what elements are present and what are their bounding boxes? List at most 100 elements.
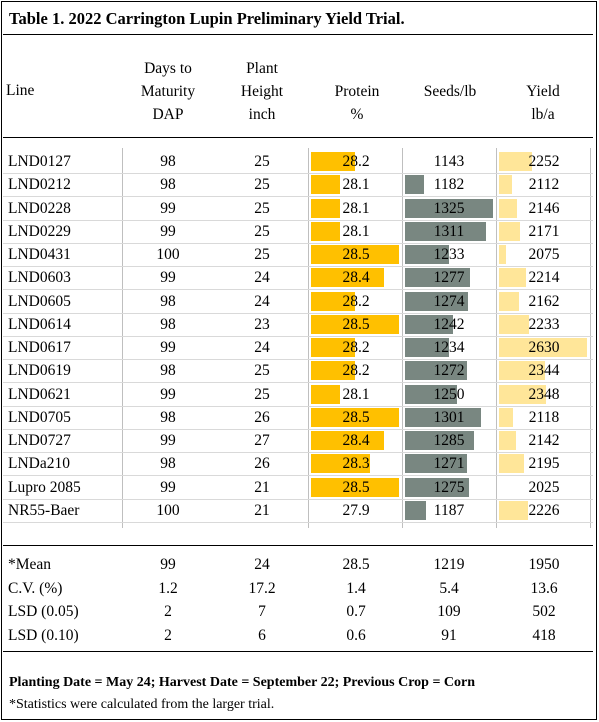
days-cell: 99	[123, 197, 213, 220]
protein-cell-value: 28.4	[342, 269, 370, 287]
height-cell-value: 24	[254, 292, 270, 310]
days-cell-value: 98	[160, 362, 176, 380]
col-sep	[590, 148, 591, 528]
header-protein-1: Protein	[334, 83, 380, 100]
table-row: LND0619 98 25 28.2 1272 2344	[0, 359, 599, 384]
seeds-cell-value: 1301	[433, 408, 465, 426]
protein-cell-value: 28.5	[342, 315, 370, 333]
row-separator	[3, 405, 593, 407]
row-separator	[3, 452, 593, 453]
line-name: LND0228	[8, 197, 118, 220]
seeds-bar	[405, 175, 424, 195]
header-yield-1: Yield	[526, 83, 560, 100]
days-cell: 99	[123, 429, 213, 452]
row-separator	[3, 475, 593, 477]
table-row: LND0614 98 23 28.5 1242 2233	[0, 313, 599, 337]
seeds-cell: 1325	[405, 197, 493, 220]
table-row: LND0621 99 25 28.1 1250 2348	[0, 383, 599, 407]
line-name-value: LND0212	[8, 176, 71, 194]
height-cell: 24	[217, 336, 307, 359]
days-cell-value: 100	[156, 246, 180, 263]
protein-cell: 28.5	[311, 476, 401, 499]
seeds-cell: 1271	[405, 452, 493, 475]
seeds-bar	[405, 500, 427, 520]
seeds-cell: 1285	[405, 429, 493, 452]
height-cell-value: 24	[254, 339, 270, 356]
height-cell-value: 26	[254, 408, 270, 426]
yield-bar	[499, 221, 521, 241]
line-name: LND0617	[8, 336, 118, 359]
yield-cell: 2630	[499, 336, 589, 359]
height-cell: 25	[217, 359, 307, 382]
seeds-bar	[405, 221, 487, 241]
seeds-cell: 1275	[405, 476, 493, 499]
line-name: LND0619	[8, 359, 118, 382]
stats-seeds: 91	[441, 626, 457, 644]
protein-bar	[311, 198, 341, 218]
protein-cell-value: 28.2	[342, 153, 370, 170]
stats-row: LSD (0.10) 2 6 0.6 91 418	[0, 624, 599, 647]
protein-cell: 28.2	[311, 150, 401, 173]
stats-days: 2	[164, 626, 172, 644]
protein-cell-value: 27.9	[342, 501, 370, 519]
days-cell: 98	[123, 313, 213, 336]
protein-cell: 28.1	[311, 220, 401, 243]
seeds-bar	[405, 268, 470, 288]
yield-cell-value: 2252	[528, 153, 560, 170]
line-name: LND0727	[8, 429, 118, 452]
yield-bar	[499, 384, 546, 404]
days-cell-value: 99	[160, 432, 176, 449]
seeds-cell: 1301	[405, 406, 493, 429]
height-cell-value: 21	[254, 478, 270, 496]
protein-bar	[311, 152, 355, 171]
height-cell: 25	[217, 150, 307, 173]
days-cell: 100	[123, 499, 213, 522]
line-name: LND0212	[8, 173, 118, 196]
protein-cell-value: 28.5	[342, 246, 370, 263]
yield-cell-value: 2162	[528, 292, 560, 310]
yield-cell: 2344	[499, 359, 589, 382]
days-cell: 98	[123, 150, 213, 173]
yield-cell-value: 2025	[528, 478, 560, 496]
protein-cell: 28.2	[311, 359, 401, 382]
row-separator	[3, 173, 593, 174]
yield-cell-value: 2075	[528, 246, 560, 263]
protein-cell: 28.4	[311, 266, 401, 289]
days-cell: 99	[123, 266, 213, 289]
stats-height: 17.2	[248, 579, 276, 597]
seeds-bar	[405, 477, 469, 497]
col-sep	[496, 148, 497, 528]
yield-cell-value: 2171	[528, 222, 560, 240]
height-cell: 24	[217, 266, 307, 289]
yield-bar	[499, 500, 529, 520]
yield-bar	[499, 314, 530, 334]
days-cell-value: 98	[160, 292, 176, 310]
stats-protein: 0.6	[346, 626, 366, 644]
table-row: LND0727 99 27 28.4 1285 2142	[0, 429, 599, 453]
line-name-value: LND0727	[8, 432, 71, 449]
header-height-2: Height	[240, 83, 284, 100]
days-cell: 99	[123, 476, 213, 499]
height-cell: 23	[217, 313, 307, 336]
header-days-2: Maturity	[140, 83, 196, 100]
row-separator	[3, 312, 593, 314]
height-cell: 25	[217, 197, 307, 220]
height-cell: 25	[217, 173, 307, 196]
protein-cell: 28.3	[311, 452, 401, 475]
protein-cell: 28.1	[311, 383, 401, 406]
row-separator	[3, 521, 593, 523]
days-cell-value: 99	[160, 385, 176, 403]
seeds-cell-value: 1143	[433, 153, 465, 170]
header-line: Line	[6, 82, 35, 99]
height-cell: 25	[217, 383, 307, 406]
line-name-value: LND0614	[8, 315, 71, 333]
line-name-value: LND0228	[8, 199, 71, 217]
seeds-bar	[405, 431, 474, 450]
row-separator	[3, 196, 593, 198]
protein-cell: 28.1	[311, 173, 401, 196]
days-cell: 98	[123, 359, 213, 382]
header-height-1: Plant	[246, 60, 278, 77]
stats-protein: 0.7	[346, 603, 366, 620]
stats-height: 24	[254, 556, 270, 573]
seeds-bar	[405, 338, 449, 357]
